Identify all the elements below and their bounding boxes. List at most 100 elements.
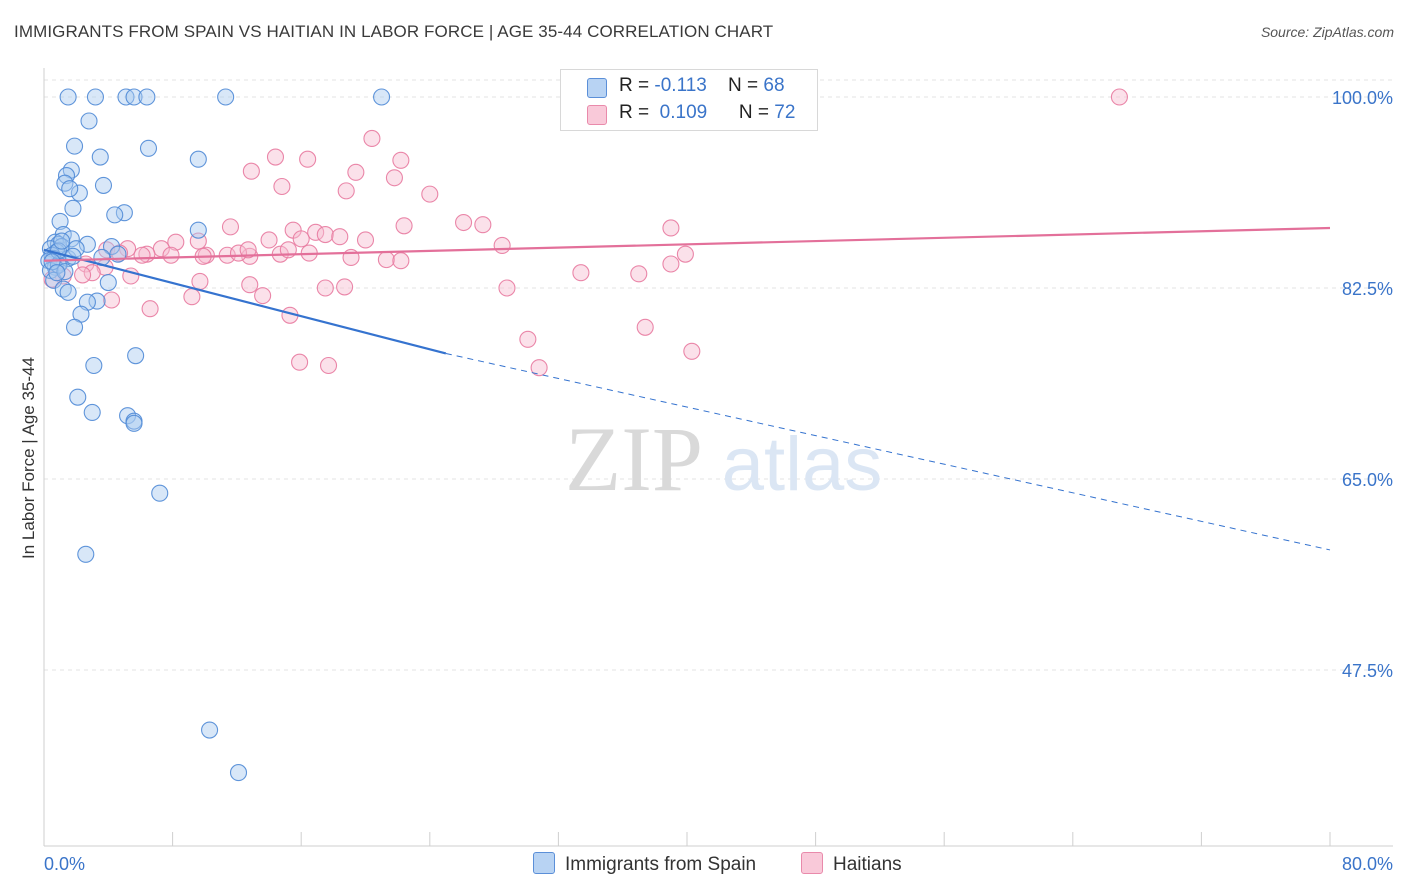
haiti-point-68	[319, 356, 338, 375]
spain-point-5	[217, 88, 235, 106]
haiti-point-64	[636, 318, 654, 336]
spain-point-9	[139, 139, 158, 157]
spain-point-59	[229, 764, 248, 782]
legend-swatch-haiti	[587, 105, 607, 125]
spain-point-44	[59, 283, 77, 301]
haiti-point-50	[676, 245, 694, 263]
haiti-point-11	[455, 213, 473, 232]
spain-point-14	[56, 174, 74, 192]
haiti-point-55	[241, 276, 259, 294]
haiti-point-30	[162, 246, 180, 264]
legend-r-label-haiti: R =	[619, 102, 650, 123]
x-tick-label-min: 0.0%	[44, 854, 85, 874]
axes	[43, 68, 1393, 847]
haiti-point-53	[74, 266, 92, 284]
y-axis-label: In Labor Force | Age 35-44	[19, 357, 38, 559]
spain-point-66	[48, 264, 66, 282]
spain-point-56	[151, 484, 169, 502]
haiti-point-17	[316, 225, 334, 244]
haiti-point-7	[273, 177, 291, 196]
spain-point-67	[53, 232, 71, 250]
haiti-point-59	[183, 288, 201, 306]
spain-point-57	[77, 545, 95, 563]
haiti-point-1	[363, 129, 381, 148]
spain-points	[40, 88, 391, 782]
haiti-point-34	[229, 244, 248, 262]
legend-n-label-spain: N =	[727, 75, 759, 96]
legend-n-value-spain: 68	[763, 75, 785, 96]
spain-point-51	[69, 388, 87, 406]
haiti-point-60	[102, 291, 121, 309]
y-tick-labels: 47.5% 65.0% 82.5% 100.0%	[1332, 88, 1393, 681]
haiti-point-58	[498, 279, 516, 297]
haiti-point-65	[683, 342, 701, 360]
haiti-point-13	[395, 217, 413, 235]
haiti-point-14	[221, 218, 240, 236]
legend-item-haiti[interactable]: Haitians	[801, 852, 902, 876]
haiti-point-47	[572, 264, 590, 282]
haiti-point-71	[662, 219, 680, 237]
source-label: Source: ZipAtlas.com	[1260, 24, 1394, 40]
y-tick-label-0: 47.5%	[1342, 661, 1393, 681]
haiti-point-41	[377, 251, 395, 269]
x-tick-label-max: 80.0%	[1342, 854, 1393, 874]
spain-point-52	[83, 403, 101, 421]
legend-n-value-haiti: 72	[774, 102, 796, 123]
spain-point-11	[189, 150, 207, 168]
spain-trend-extension	[445, 352, 1331, 551]
spain-point-38	[189, 221, 207, 239]
legend-r-label-spain: R =	[619, 75, 650, 96]
correlation-legend: R = -0.113 N = 68 R = 0.109 N = 72	[560, 69, 818, 131]
haiti-point-38	[239, 241, 257, 259]
haiti-point-2	[266, 148, 285, 166]
spain-point-49	[127, 347, 145, 365]
spain-point-10	[91, 148, 109, 166]
haiti-point-54	[191, 272, 209, 291]
legend-r-value-spain: -0.113	[654, 75, 707, 96]
haiti-point-6	[242, 162, 260, 180]
spain-point-35	[78, 235, 96, 253]
chart-title: IMMIGRANTS FROM SPAIN VS HAITIAN IN LABO…	[14, 22, 774, 41]
spain-point-20	[106, 206, 124, 224]
legend-bottom-swatch-spain	[533, 852, 555, 874]
spain-point-43	[99, 273, 117, 292]
legend-item-spain[interactable]: Immigrants from Spain	[533, 852, 756, 876]
spain-point-58	[201, 721, 219, 739]
haiti-point-4	[392, 151, 410, 169]
spain-point-3	[125, 88, 143, 106]
haiti-point-19	[292, 230, 310, 248]
haiti-point-18	[331, 228, 349, 246]
spain-point-0	[59, 88, 77, 106]
spain-point-8	[65, 137, 84, 155]
haiti-point-5	[347, 163, 365, 181]
haiti-point-3	[299, 150, 317, 168]
haiti-point-48	[630, 265, 648, 283]
watermark-zip: ZIP	[565, 408, 703, 510]
watermark-atlas: atlas	[722, 422, 883, 507]
spain-point-15	[94, 176, 113, 194]
y-tick-label-3: 100.0%	[1332, 88, 1393, 108]
haiti-point-66	[530, 359, 548, 377]
haiti-point-70	[493, 236, 511, 254]
haiti-point-12	[474, 216, 492, 234]
haiti-point-63	[519, 330, 537, 348]
y-tick-label-1: 65.0%	[1342, 470, 1393, 490]
haiti-point-20	[356, 231, 375, 249]
spain-point-42	[54, 280, 72, 298]
haiti-point-10	[421, 185, 439, 203]
haiti-point-0	[1110, 88, 1128, 106]
spain-trend-line	[43, 248, 447, 355]
legend-n-label-haiti: N =	[738, 102, 770, 123]
spain-point-50	[85, 356, 103, 375]
spain-point-4	[138, 88, 156, 106]
haiti-point-49	[662, 255, 680, 273]
legend-swatch-spain	[587, 78, 607, 98]
haiti-point-69	[254, 287, 272, 305]
legend-bottom-label-spain: Immigrants from Spain	[565, 854, 757, 875]
spain-point-6	[373, 88, 391, 106]
spain-point-1	[86, 88, 104, 106]
spain-point-48	[65, 318, 84, 336]
legend-bottom-label-haiti: Haitians	[833, 854, 902, 875]
haiti-point-67	[291, 353, 309, 371]
